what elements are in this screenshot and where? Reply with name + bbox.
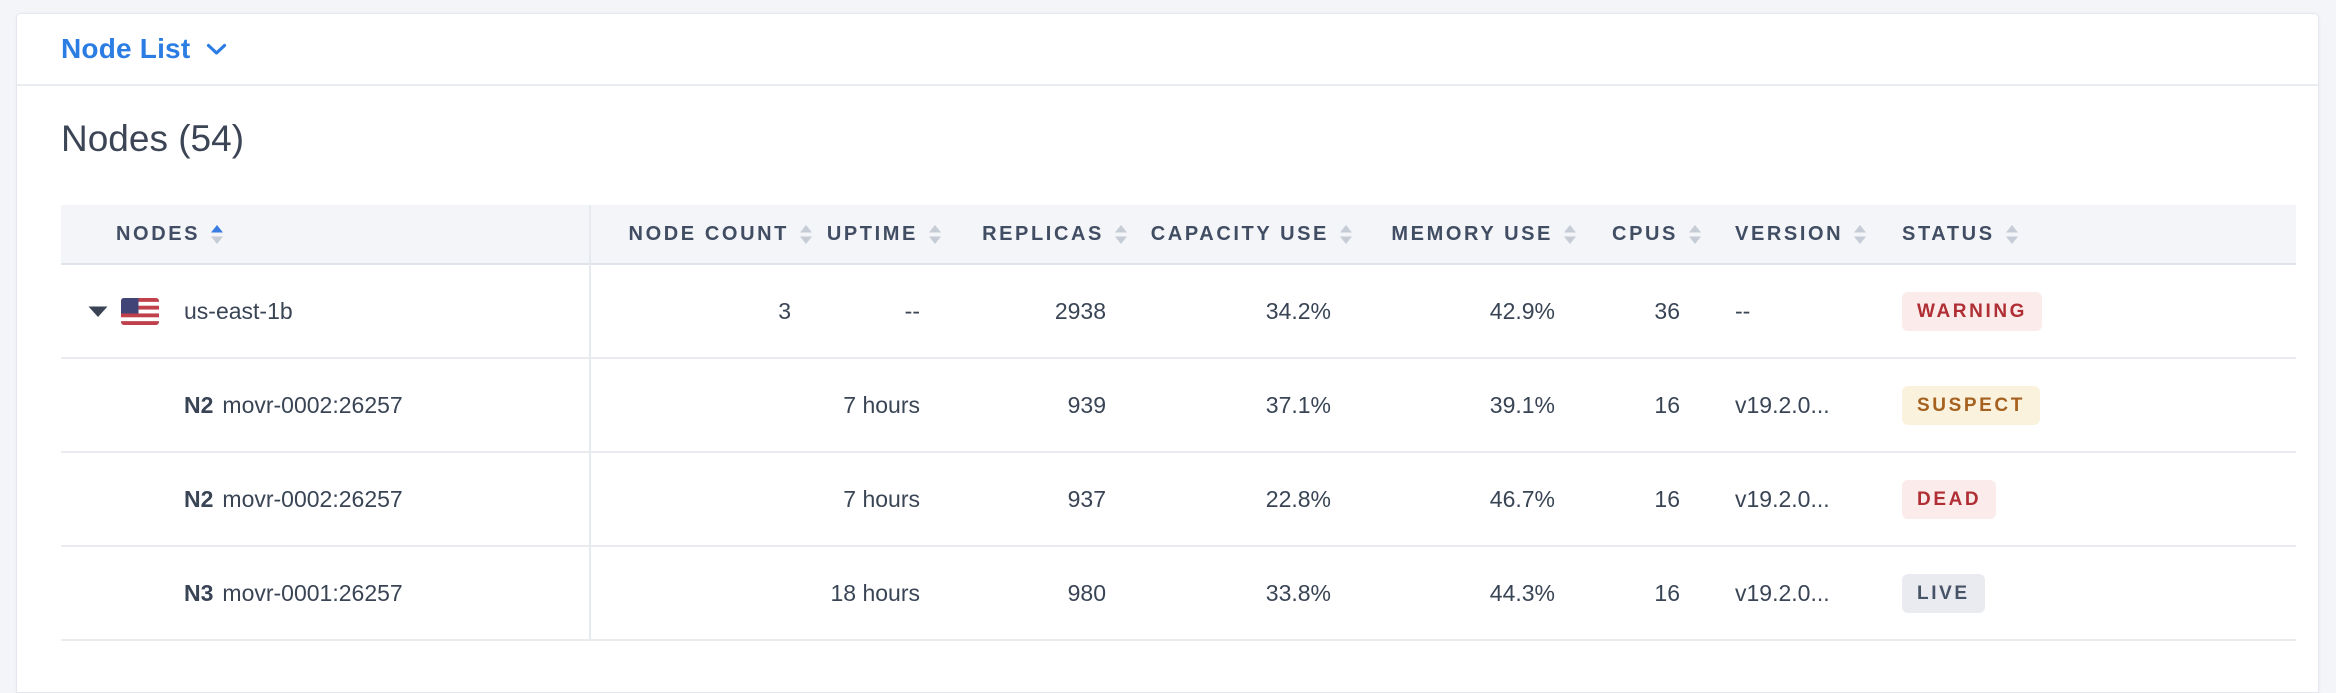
- sort-icon: [1564, 224, 1576, 244]
- column-header-cpus[interactable]: CPUS: [1585, 205, 1710, 263]
- chevron-down-icon: [207, 43, 227, 55]
- cpus-cell: 16: [1654, 579, 1680, 606]
- card-header: Node List: [17, 14, 2318, 86]
- capacity-use-cell: 34.2%: [1265, 297, 1331, 324]
- region-name-cell: us-east-1b: [61, 265, 589, 357]
- memory-use-cell: 44.3%: [1489, 579, 1555, 606]
- page-title: Nodes (54): [61, 118, 245, 159]
- sort-icon-active-asc: [211, 224, 224, 244]
- node-address: movr-0001:26257: [222, 579, 403, 606]
- version-cell: v19.2.0...: [1735, 391, 1830, 418]
- memory-use-cell: 39.1%: [1489, 391, 1555, 418]
- column-header-uptime[interactable]: UPTIME: [821, 205, 950, 263]
- replicas-cell: 980: [1067, 579, 1106, 606]
- view-selector-label: Node List: [61, 33, 191, 64]
- node-count-cell: [589, 359, 821, 451]
- status-badge: DEAD: [1902, 479, 1997, 519]
- uptime-cell: 18 hours: [830, 579, 920, 606]
- memory-use-cell: 46.7%: [1489, 485, 1555, 512]
- us-flag-icon: [121, 297, 159, 325]
- replicas-cell: 2938: [1054, 297, 1106, 324]
- column-header-capacity-use[interactable]: CAPACITY USE: [1136, 205, 1361, 263]
- version-cell: v19.2.0...: [1735, 579, 1830, 606]
- sort-icon: [1689, 224, 1701, 244]
- sort-icon: [800, 224, 812, 244]
- column-header-memory-use[interactable]: MEMORY USE: [1361, 205, 1585, 263]
- sort-icon: [929, 224, 941, 244]
- cpus-cell: 36: [1654, 297, 1680, 324]
- table-row-region: us-east-1b 3 -- 2938 34.2% 42.9% 36 -- W…: [61, 265, 2296, 359]
- status-cell: DEAD: [1877, 453, 2296, 545]
- status-badge: SUSPECT: [1902, 385, 2040, 425]
- cpus-cell: 16: [1654, 485, 1680, 512]
- column-header-nodes[interactable]: NODES: [61, 205, 589, 263]
- uptime-cell: --: [904, 297, 920, 324]
- nodes-table: NODES NODE COUNT UPTIME REPLICAS: [61, 205, 2296, 641]
- memory-use-cell: 42.9%: [1489, 297, 1555, 324]
- node-name-cell: N2 movr-0002:26257: [61, 359, 589, 451]
- column-header-node-count[interactable]: NODE COUNT: [589, 205, 821, 263]
- node-id: N3: [184, 579, 214, 606]
- status-cell: LIVE: [1877, 547, 2296, 639]
- uptime-cell: 7 hours: [843, 391, 920, 418]
- node-id: N2: [184, 485, 214, 512]
- column-header-version[interactable]: VERSION: [1710, 205, 1877, 263]
- table-row-node: N2 movr-0002:26257 7 hours 937 22.8% 46.…: [61, 453, 2296, 547]
- node-name-cell: N2 movr-0002:26257: [61, 453, 589, 545]
- region-name: us-east-1b: [184, 297, 293, 324]
- uptime-cell: 7 hours: [843, 485, 920, 512]
- node-count-cell: [589, 453, 821, 545]
- collapse-caret-icon[interactable]: [86, 305, 109, 318]
- table-header-row: NODES NODE COUNT UPTIME REPLICAS: [61, 205, 2296, 265]
- capacity-use-cell: 37.1%: [1265, 391, 1331, 418]
- status-cell: WARNING: [1877, 265, 2296, 357]
- sort-icon: [2005, 224, 2018, 244]
- column-header-status[interactable]: STATUS: [1877, 205, 2296, 263]
- sort-icon: [1854, 224, 1867, 244]
- node-address: movr-0002:26257: [222, 485, 403, 512]
- replicas-cell: 937: [1067, 485, 1106, 512]
- version-cell: --: [1735, 297, 1751, 324]
- column-divider: [589, 205, 591, 641]
- capacity-use-cell: 33.8%: [1265, 579, 1331, 606]
- sort-icon: [1115, 224, 1127, 244]
- view-selector-dropdown[interactable]: Node List: [61, 33, 227, 65]
- node-name-cell: N3 movr-0001:26257: [61, 547, 589, 639]
- version-cell: v19.2.0...: [1735, 485, 1830, 512]
- replicas-cell: 939: [1067, 391, 1106, 418]
- node-id: N2: [184, 391, 214, 418]
- status-cell: SUSPECT: [1877, 359, 2296, 451]
- node-count-cell: 3: [778, 297, 791, 324]
- column-header-replicas[interactable]: REPLICAS: [950, 205, 1136, 263]
- node-list-card: Node List Nodes (54) NODES NODE COUNT: [16, 13, 2319, 693]
- node-address: movr-0002:26257: [222, 391, 403, 418]
- table-row-node: N3 movr-0001:26257 18 hours 980 33.8% 44…: [61, 547, 2296, 641]
- status-badge: WARNING: [1902, 291, 2043, 331]
- table-row-node: N2 movr-0002:26257 7 hours 939 37.1% 39.…: [61, 359, 2296, 453]
- node-count-cell: [589, 547, 821, 639]
- status-badge: LIVE: [1902, 573, 1985, 613]
- sort-icon: [1340, 224, 1352, 244]
- cpus-cell: 16: [1654, 391, 1680, 418]
- capacity-use-cell: 22.8%: [1265, 485, 1331, 512]
